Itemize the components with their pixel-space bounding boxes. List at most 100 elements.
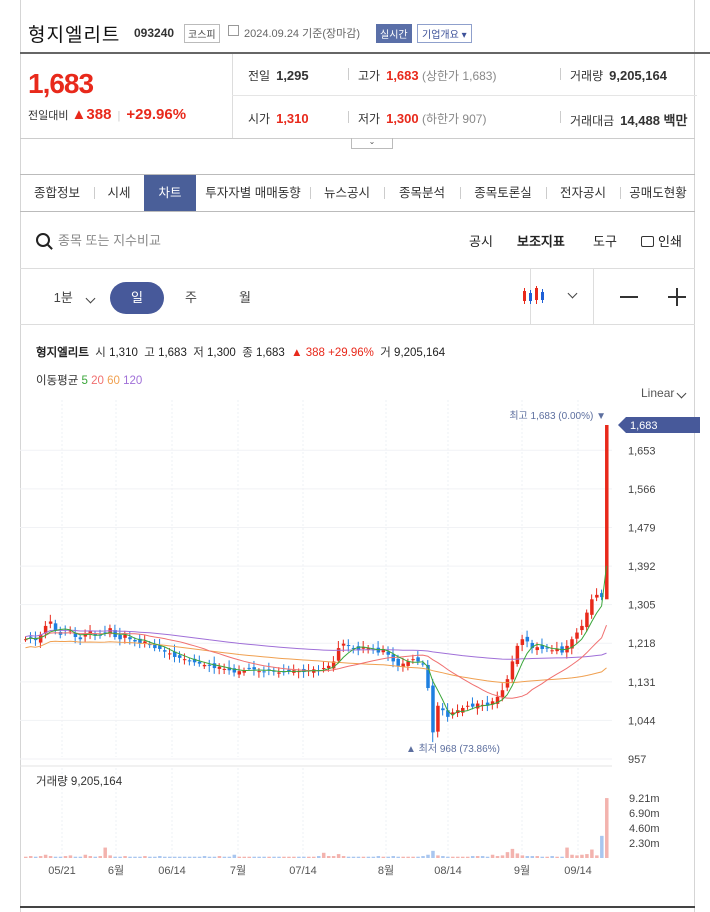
- tab-investor-trading[interactable]: 투자자별 매매동향: [205, 186, 301, 200]
- tab-quotes[interactable]: 시세: [107, 186, 131, 200]
- candle: [187, 660, 192, 662]
- candle: [163, 650, 167, 652]
- stock-header: 형지엘리트 093240 코스피 2024.09.24 기준(장마감) 실시간 …: [20, 14, 700, 50]
- tab-discussion[interactable]: 종목토론실: [474, 186, 532, 200]
- volume-bar: [470, 856, 475, 858]
- y-tick-label: 1,044: [628, 715, 656, 727]
- volume-bar: [530, 856, 535, 858]
- legend-close: 1,683: [256, 347, 285, 359]
- zoom-out-icon[interactable]: [620, 296, 638, 298]
- indicator-button[interactable]: 보조지표: [517, 234, 565, 249]
- candle: [411, 659, 415, 661]
- candle: [381, 648, 386, 653]
- volume-bar: [351, 856, 356, 858]
- volume-bar: [158, 856, 162, 858]
- volume-bar: [232, 854, 237, 858]
- candle: [600, 593, 604, 598]
- volume-bar: [307, 856, 311, 858]
- volume-tick-label: 9.21m: [629, 793, 660, 805]
- volume-bar: [525, 856, 530, 858]
- volume-bar: [28, 856, 33, 858]
- candle: [500, 690, 505, 698]
- volume-bar: [118, 856, 122, 858]
- tab-chart[interactable]: 차트: [144, 175, 196, 211]
- volume-bar: [287, 856, 291, 858]
- tab-news[interactable]: 뉴스공시: [323, 186, 370, 200]
- moving-average-legend[interactable]: 이동평균 5 20 60 120: [36, 372, 142, 388]
- date-text: 2024.09.24 기준(장마감): [244, 28, 361, 40]
- tab-disclosure[interactable]: 전자공시: [559, 186, 606, 200]
- candle: [465, 705, 470, 707]
- candle: [361, 647, 366, 649]
- ma20-line: [25, 625, 607, 699]
- candle: [570, 639, 574, 649]
- divider: [310, 187, 311, 199]
- candle: [118, 634, 122, 640]
- volume-bar: [485, 856, 490, 858]
- y-tick-label: 1,218: [628, 638, 656, 650]
- volume-bar: [421, 856, 425, 858]
- volume-bar: [93, 856, 98, 858]
- volume-bar: [465, 856, 470, 858]
- tab-analysis[interactable]: 종목분석: [398, 186, 445, 200]
- company-overview-dropdown[interactable]: 기업개요 ▾: [417, 24, 472, 43]
- y-tick-label: 1,305: [628, 600, 656, 612]
- scale-dropdown[interactable]: Linear: [641, 386, 687, 400]
- candle: [232, 668, 237, 673]
- legend-volume: 9,205,164: [394, 347, 446, 359]
- candle: [24, 639, 28, 641]
- volume-bar: [312, 856, 316, 858]
- realtime-button[interactable]: 실시간: [376, 24, 412, 43]
- x-tick-label: 05/21: [48, 865, 76, 877]
- volume-bar: [297, 856, 301, 858]
- candle: [416, 657, 420, 662]
- period-month[interactable]: 월: [239, 290, 251, 305]
- ma60-label: 60: [107, 375, 120, 387]
- volume-bar: [461, 856, 465, 858]
- stat-amount-label: 거래대금: [570, 114, 615, 128]
- x-tick-label: 06/14: [158, 865, 186, 877]
- volume-bar: [540, 856, 544, 858]
- tab-short-selling[interactable]: 공매도현황: [629, 186, 687, 200]
- volume-bar: [277, 856, 281, 858]
- volume-bar: [317, 856, 321, 858]
- x-tick-label: 09/14: [564, 865, 592, 877]
- tools-button[interactable]: 도구: [593, 234, 617, 249]
- collapse-toggle-chevron-icon[interactable]: ⌄: [351, 138, 393, 149]
- compare-search[interactable]: 종목 또는 지수비교: [36, 230, 161, 249]
- stat-low: 저가 1,300 (하한가 907): [358, 110, 486, 127]
- volume-bar: [24, 856, 28, 858]
- candle: [550, 650, 554, 652]
- divider: [348, 68, 349, 80]
- stat-high: 고가 1,683 (상한가 1,683): [358, 67, 496, 84]
- y-tick-label: 957: [628, 754, 646, 766]
- period-week[interactable]: 주: [185, 290, 197, 305]
- printer-icon: [641, 236, 654, 247]
- candle: [475, 703, 480, 709]
- volume-bar: [391, 856, 395, 858]
- candle: [158, 645, 162, 649]
- volume-bar: [441, 856, 445, 858]
- notice-button[interactable]: 공시: [469, 234, 493, 249]
- candle: [470, 703, 475, 707]
- stat-high-label: 고가: [358, 69, 381, 83]
- period-day[interactable]: 일: [110, 282, 164, 314]
- candle: [38, 634, 43, 643]
- volume-bar: [560, 856, 564, 858]
- volume-bar: [331, 856, 336, 858]
- legend-low-label: 저: [193, 347, 204, 359]
- volume-bar: [133, 856, 137, 858]
- volume-bar: [153, 856, 157, 858]
- candle-type-icon[interactable]: [520, 284, 550, 308]
- scale-label: Linear: [641, 386, 675, 400]
- tab-overview[interactable]: 종합정보: [33, 186, 80, 200]
- x-tick-label: 08/14: [434, 865, 462, 877]
- print-button[interactable]: 인쇄: [641, 231, 682, 250]
- candle: [321, 668, 326, 670]
- price-chart[interactable]: 05/21 6월 06/14 7월 07/14 8월 08/14 9월 09/14 1,653 1,…: [20, 400, 710, 880]
- candle: [495, 696, 500, 704]
- divider: [348, 111, 349, 123]
- period-minute-dropdown[interactable]: 1분: [38, 282, 110, 314]
- stat-amount-value: 14,488 백만: [620, 113, 688, 128]
- period-minute-label: 1분: [53, 290, 73, 305]
